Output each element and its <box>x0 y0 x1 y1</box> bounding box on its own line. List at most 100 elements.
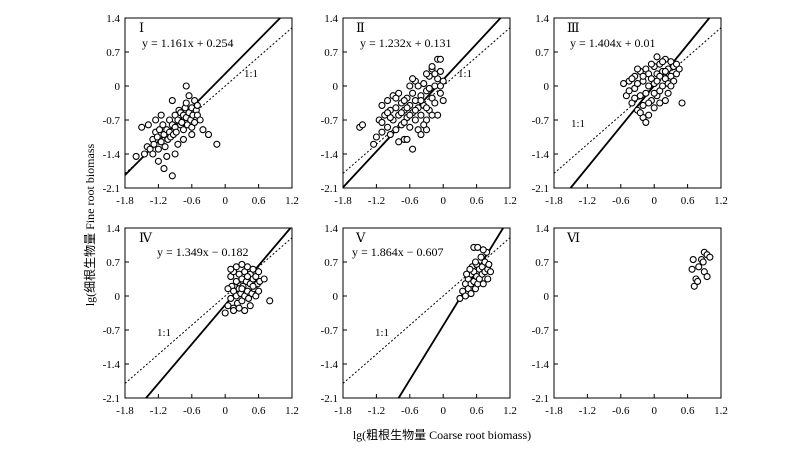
data-point <box>155 126 164 134</box>
panel-6: 1.4 0.7 0 -0.7 -1.4 -2.1-1.8 -1.2 -0.6 0 0.6 1.2 Ⅵ <box>532 223 728 417</box>
y-tick-label: 0.7 <box>324 47 338 59</box>
data-point <box>436 89 444 97</box>
data-point <box>213 140 221 148</box>
data-point <box>199 126 207 134</box>
y-tick-label: -2.1 <box>103 393 120 405</box>
data-point <box>383 109 392 117</box>
y-tick-label: -0.7 <box>103 325 121 337</box>
panel-5: 1.4 0.7 0 -0.7 -1.4 -2.1-1.8 -1.2 -0.6 0 0.6 1.2 Ⅴy… <box>321 223 517 417</box>
data-point <box>196 116 204 124</box>
x-tick-label: -1.2 <box>368 195 385 207</box>
reference-label: 1:1 <box>244 68 258 80</box>
x-tick-label: -1.8 <box>116 405 134 417</box>
panel-4: 1.4 0.7 0 -0.7 -1.4 -2.1-1.8 -1.2 -0.6 0 0.6 1.2 Ⅳy… <box>103 223 299 417</box>
panels-group: 1.40.70-0.7-1.4-2.1-1.8 -1.2 -0.6 0 0.6 1.2Ⅰy… <box>103 13 728 417</box>
data-point <box>479 246 487 254</box>
x-axis-label: lg(粗根生物量 Coarse root biomass) <box>353 428 531 442</box>
data-point <box>403 104 411 112</box>
y-tick-label: -1.4 <box>532 359 550 371</box>
data-point <box>695 263 703 271</box>
data-point <box>484 275 492 283</box>
regression-line <box>397 227 504 399</box>
x-tick-label: -0.6 <box>401 195 419 207</box>
data-point <box>243 273 252 281</box>
x-tick-label: 1.2 <box>714 405 728 417</box>
data-point <box>650 89 658 97</box>
panel-2: 1.4 0.7 0 -0.7 -1.4 -2.1-1.8 -1.2 -0.6 0 0.6 1.2 Ⅱy… <box>321 13 517 207</box>
data-point <box>386 131 394 139</box>
y-tick-label: -2.1 <box>532 183 549 195</box>
data-point <box>411 116 419 124</box>
y-tick-label: -0.7 <box>532 325 550 337</box>
panel-frame <box>124 227 293 399</box>
x-tick-label: -1.2 <box>150 405 167 417</box>
data-point <box>661 67 669 75</box>
data-point <box>428 63 436 71</box>
data-point <box>185 92 193 100</box>
panel-frame <box>124 17 293 189</box>
data-point <box>255 268 263 276</box>
reference-label: 1:1 <box>157 327 171 339</box>
regression-equation: y = 1.864x − 0.607 <box>352 245 444 259</box>
y-tick-label: 1.4 <box>535 223 549 235</box>
data-point <box>653 77 661 85</box>
data-point <box>221 309 229 317</box>
regression-equation: y = 1.161x + 0.254 <box>142 36 234 50</box>
y-tick-label: -2.1 <box>103 183 120 195</box>
reference-line-1to1 <box>342 27 511 174</box>
y-tick-label: 0 <box>333 81 339 93</box>
data-point <box>628 75 636 83</box>
data-point <box>383 97 392 105</box>
data-point <box>152 116 160 124</box>
panel-label: Ⅵ <box>566 230 580 245</box>
data-point <box>417 111 425 119</box>
data-point <box>477 253 485 261</box>
y-tick-label: -1.4 <box>532 149 550 161</box>
data-point <box>171 150 179 158</box>
x-tick-label: -1.2 <box>368 405 385 417</box>
data-point <box>168 97 176 105</box>
data-point <box>182 99 190 107</box>
data-point <box>439 97 447 105</box>
data-point <box>409 145 417 153</box>
y-tick-label: 0 <box>544 81 550 93</box>
data-point <box>703 273 711 281</box>
x-tick-label: -1.8 <box>116 195 134 207</box>
y-tick-label: 1.4 <box>324 223 338 235</box>
data-point <box>154 157 162 165</box>
x-tick-label: -1.2 <box>579 195 596 207</box>
x-tick-label: 0 <box>651 195 657 207</box>
data-point <box>153 133 161 141</box>
data-point <box>678 99 686 107</box>
data-point <box>647 60 655 68</box>
data-point <box>471 258 480 266</box>
data-point <box>392 104 400 112</box>
data-point <box>690 282 698 290</box>
data-point <box>436 55 444 63</box>
x-tick-label: 1.2 <box>714 195 728 207</box>
data-point <box>372 133 380 141</box>
y-tick-label: 1.4 <box>106 13 120 25</box>
data-point <box>157 138 165 146</box>
data-point <box>656 99 664 107</box>
data-point <box>422 104 431 112</box>
x-tick-label: 1.2 <box>285 195 299 207</box>
data-point <box>625 87 633 95</box>
data-point <box>370 140 378 148</box>
x-tick-label: 0.6 <box>252 195 266 207</box>
data-point <box>420 121 428 129</box>
data-point <box>645 99 653 107</box>
panel-label: Ⅴ <box>355 230 366 245</box>
x-tick-label: -0.6 <box>612 195 630 207</box>
x-tick-label: -1.2 <box>579 405 596 417</box>
data-point <box>154 145 162 153</box>
data-point <box>132 152 140 160</box>
x-tick-label: -1.8 <box>334 195 352 207</box>
data-point <box>157 111 165 119</box>
y-tick-label: -2.1 <box>532 393 549 405</box>
data-point <box>392 126 400 134</box>
data-point <box>620 80 628 88</box>
data-point <box>179 126 187 134</box>
data-point <box>699 258 707 266</box>
data-point <box>689 256 697 264</box>
